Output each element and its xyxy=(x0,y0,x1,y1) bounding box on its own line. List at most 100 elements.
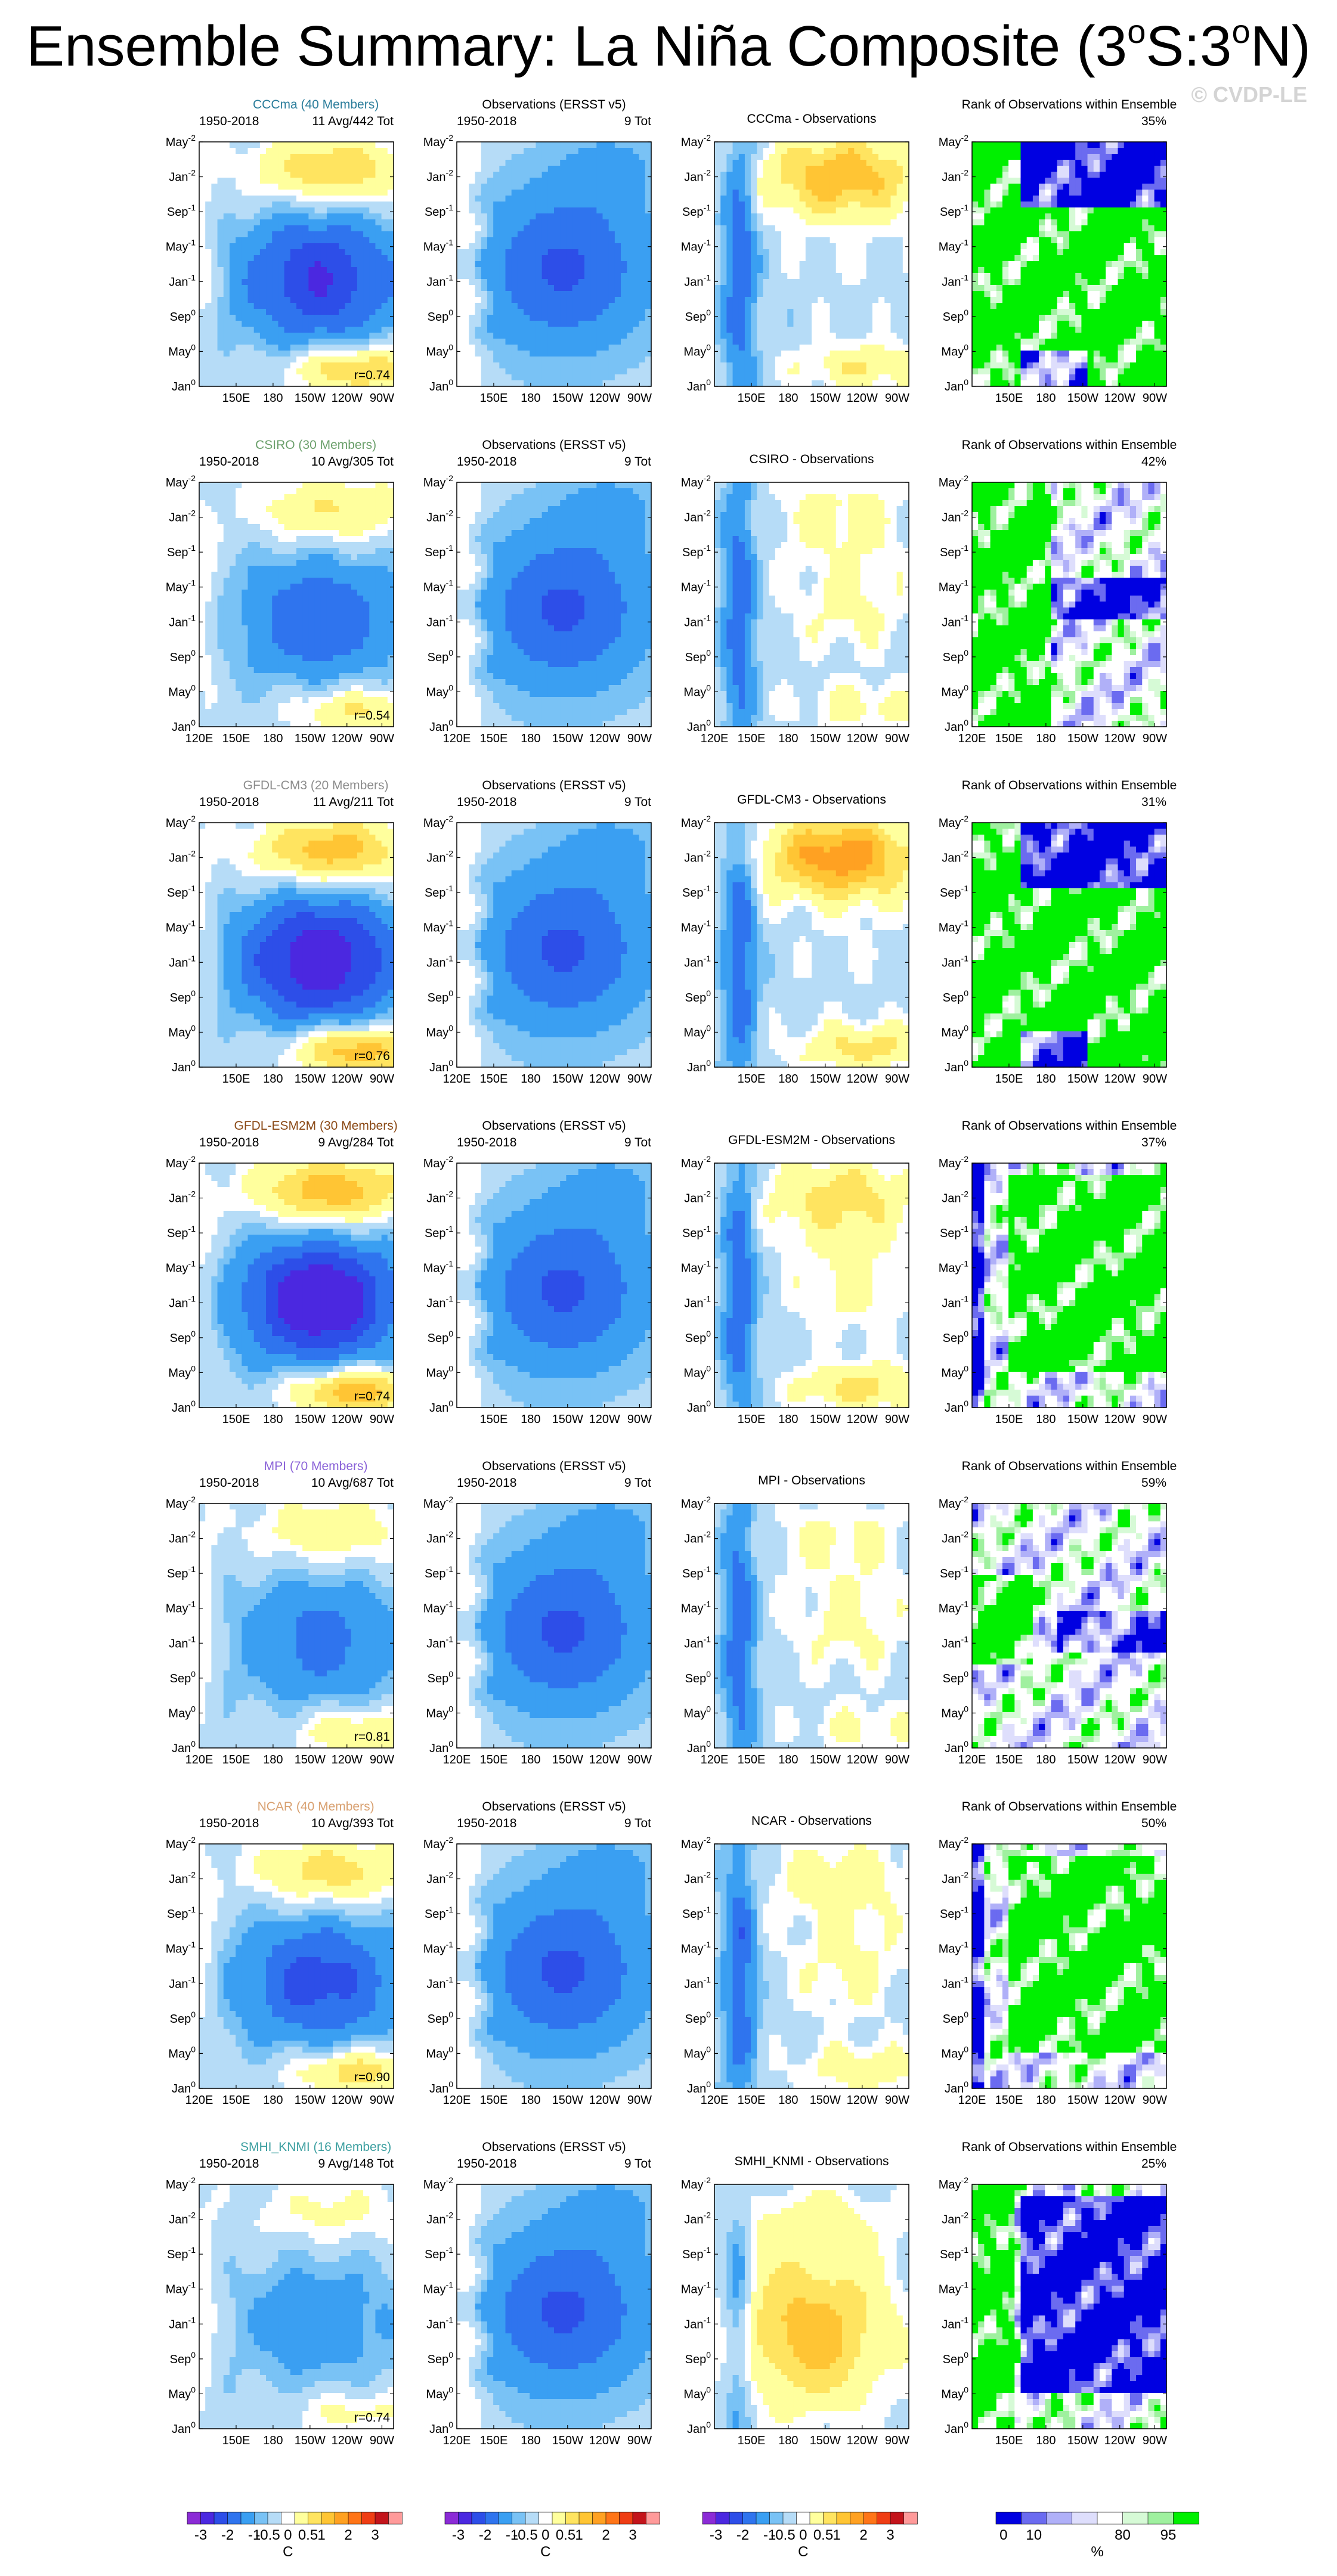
rank-map-cell xyxy=(1129,207,1137,214)
observations-composite-map-cell xyxy=(481,327,488,333)
rank-map-cell xyxy=(1081,267,1088,274)
difference-map-cell xyxy=(726,154,734,160)
model-composite-map-cell xyxy=(199,172,206,178)
model-composite-map-cell xyxy=(278,339,285,345)
model-composite-map-cell xyxy=(223,261,230,268)
model-composite-map-cell xyxy=(242,142,249,148)
model-composite-map-cell xyxy=(381,178,388,184)
difference-map-cell xyxy=(872,202,879,208)
model-composite-map-cell xyxy=(363,357,370,363)
model-composite-map-cell xyxy=(229,333,236,339)
rank-map-cell xyxy=(1129,225,1137,232)
observations-composite-map-cell xyxy=(645,368,652,375)
rank-map-cell xyxy=(1008,154,1015,160)
difference-map-cell xyxy=(866,285,873,292)
difference-map-cell xyxy=(902,190,909,196)
observations-composite-map-cell xyxy=(541,267,549,274)
difference-map-cell xyxy=(872,309,879,315)
difference-map-cell xyxy=(738,351,745,357)
rank-map-cell xyxy=(1129,237,1137,244)
observations-composite-map-cell xyxy=(645,202,652,208)
model-composite-map-cell xyxy=(242,273,249,280)
observations-composite-map-cell xyxy=(560,142,567,148)
model-composite-map-cell xyxy=(314,279,321,286)
model-composite-map-cell xyxy=(320,243,327,250)
difference-map-cell xyxy=(732,160,739,166)
rank-map-cell xyxy=(990,196,997,202)
rank-map-cell xyxy=(990,231,997,238)
model-composite-map-cell xyxy=(266,267,273,274)
rank-map-cell xyxy=(1129,267,1137,274)
difference-map-cell xyxy=(775,166,782,172)
difference-map-cell xyxy=(835,273,843,280)
difference-map-cell xyxy=(726,190,734,196)
difference-map-cell xyxy=(896,351,903,357)
rank-map-cell xyxy=(1045,202,1052,208)
difference-map-cell xyxy=(884,273,892,280)
model-composite-map-cell xyxy=(296,303,303,309)
difference-map-cell xyxy=(787,368,794,375)
observations-composite-map-cell xyxy=(475,374,482,381)
observations-composite-map-cell xyxy=(499,374,506,381)
model-composite-map-cell xyxy=(339,327,346,333)
difference-map-cell xyxy=(884,225,892,232)
rank-map-cell xyxy=(1045,231,1052,238)
rank-map-cell xyxy=(1129,160,1137,166)
rank-map-cell xyxy=(972,285,979,292)
rank-map-cell xyxy=(1093,261,1100,268)
observations-composite-map-cell xyxy=(517,339,524,345)
model-composite-map-cell xyxy=(296,321,303,327)
model-composite-map-cell xyxy=(272,166,279,172)
difference-map-cell xyxy=(848,213,855,220)
observations-composite-map-cell xyxy=(481,368,488,375)
rank-map-cell xyxy=(984,207,991,214)
model-composite-map-cell xyxy=(223,190,230,196)
observations-composite-map-cell xyxy=(493,273,500,280)
observations-composite-map-cell xyxy=(639,315,646,321)
model-composite-map-cell xyxy=(242,315,249,321)
observations-composite-map-cell xyxy=(493,207,500,214)
model-composite-map-cell xyxy=(259,213,267,220)
model-composite-map-cell xyxy=(302,207,309,214)
model-composite-map-cell xyxy=(205,142,212,148)
rank-map-cell xyxy=(1081,285,1088,292)
difference-map-cell xyxy=(714,154,721,160)
model-composite-map-cell xyxy=(266,368,273,375)
difference-map-cell xyxy=(732,166,739,172)
observations-composite-map-cell xyxy=(505,190,512,196)
observations-composite-map-cell xyxy=(505,380,512,387)
difference-map-cell xyxy=(872,243,879,250)
model-composite-map-cell xyxy=(363,267,370,274)
rank-map-cell xyxy=(1118,172,1125,178)
rank-map-cell xyxy=(1051,172,1058,178)
model-composite-map-cell xyxy=(369,184,376,190)
difference-map-cell xyxy=(738,285,745,292)
difference-map-cell xyxy=(793,273,800,280)
rank-map-cell xyxy=(1129,273,1137,280)
rank-map-cell xyxy=(984,190,991,196)
model-composite-map-cell xyxy=(229,142,236,148)
observations-composite-map-cell xyxy=(469,285,476,292)
observations-composite-map-cell xyxy=(596,380,603,387)
model-composite-map-cell xyxy=(387,166,394,172)
rank-map-cell xyxy=(990,148,997,154)
observations-composite-map-cell xyxy=(645,273,652,280)
difference-map-cell xyxy=(902,202,909,208)
observations-composite-map-cell xyxy=(633,309,640,315)
difference-map-cell xyxy=(787,357,794,363)
difference-map-cell xyxy=(744,380,751,387)
rank-map-cell xyxy=(1026,196,1033,202)
observations-composite-map-cell xyxy=(505,249,512,256)
rank-map-cell xyxy=(1014,207,1022,214)
model-composite-map-cell xyxy=(320,261,327,268)
model-composite-map-cell xyxy=(223,351,230,357)
observations-composite-map-cell xyxy=(572,261,579,268)
difference-map-cell xyxy=(787,225,794,232)
difference-map-cell xyxy=(812,303,818,309)
observations-composite-map-cell xyxy=(639,160,646,166)
rank-map-cell xyxy=(1014,166,1022,172)
difference-map-cell xyxy=(860,261,867,268)
rank-map-cell xyxy=(1087,273,1094,280)
observations-composite-map-cell xyxy=(524,297,530,303)
rank-map-cell xyxy=(1160,196,1167,202)
